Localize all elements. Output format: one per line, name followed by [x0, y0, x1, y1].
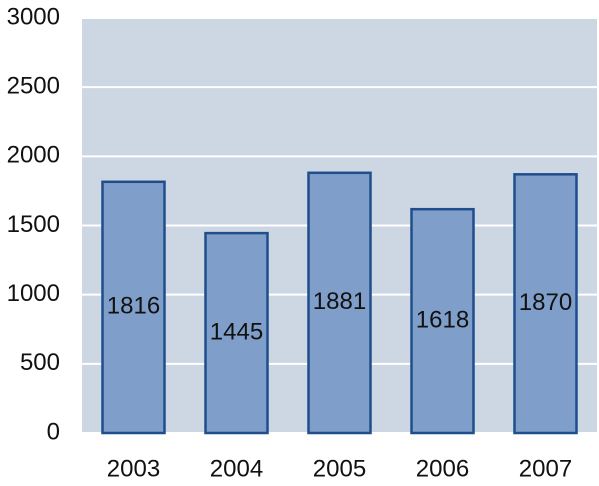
y-tick-label: 500: [20, 349, 60, 376]
y-tick-label: 3000: [7, 3, 60, 30]
y-tick-label: 0: [47, 418, 60, 445]
data-label: 1881: [313, 288, 366, 315]
y-tick-label: 1500: [7, 211, 60, 238]
data-label: 1816: [107, 293, 160, 320]
bar: [101, 180, 166, 435]
data-label: 1618: [416, 306, 469, 333]
data-label: 1445: [210, 318, 263, 345]
y-tick-label: 1000: [7, 280, 60, 307]
x-tick-label: 2003: [107, 455, 160, 482]
bar: [307, 171, 372, 435]
data-label: 1870: [519, 289, 572, 316]
y-tick-label: 2000: [7, 142, 60, 169]
y-tick-label: 2500: [7, 73, 60, 100]
x-tick-label: 2007: [519, 455, 572, 482]
x-tick-label: 2004: [210, 455, 263, 482]
bar: [410, 207, 475, 435]
bar: [204, 231, 269, 435]
x-tick-label: 2006: [416, 455, 469, 482]
bar: [513, 173, 578, 435]
x-tick-label: 2005: [313, 455, 366, 482]
